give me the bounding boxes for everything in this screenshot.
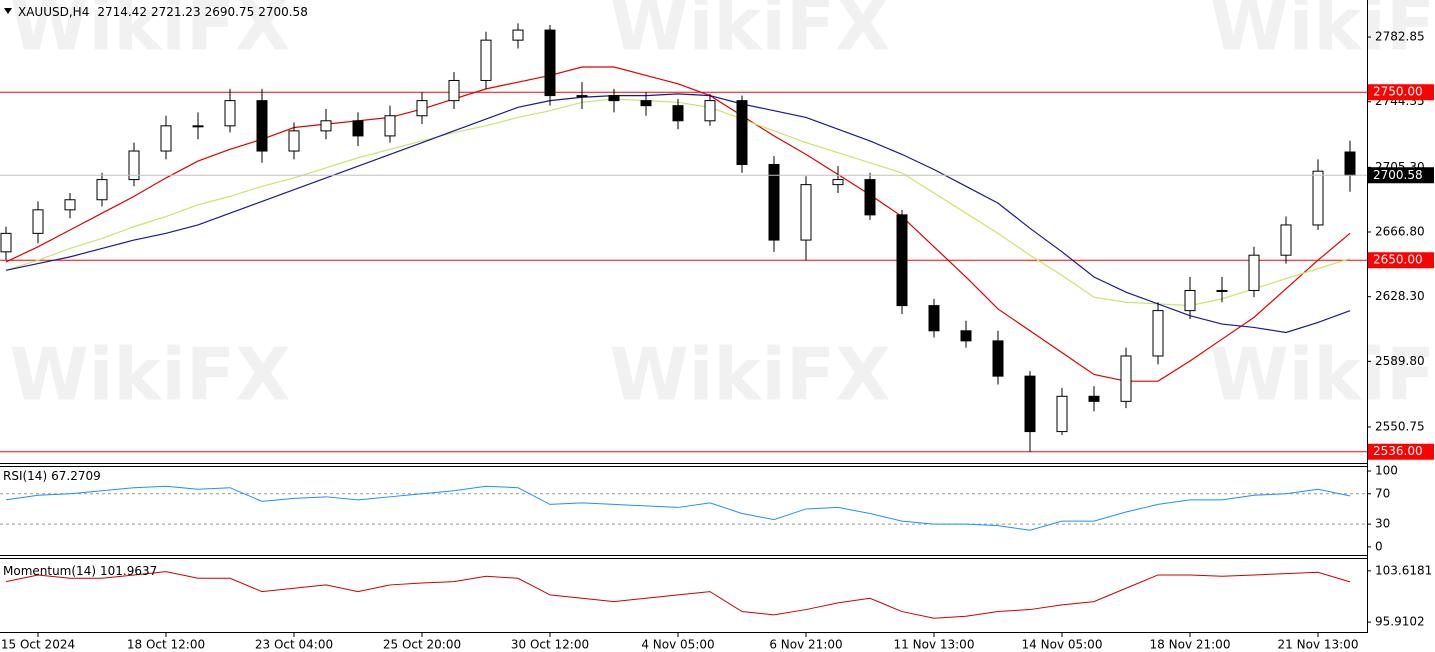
candle-body bbox=[448, 79, 460, 102]
watermark: WikiFX bbox=[609, 0, 890, 67]
candle-body bbox=[224, 100, 236, 127]
y-tick-label: 0 bbox=[1375, 539, 1383, 553]
candle-body bbox=[672, 105, 684, 122]
candle-body bbox=[704, 100, 716, 122]
current-price-box bbox=[1368, 167, 1434, 184]
candle-body bbox=[320, 120, 332, 132]
y-tick-label: 30 bbox=[1375, 517, 1390, 531]
candle-body bbox=[0, 232, 12, 253]
candle-body bbox=[352, 120, 364, 137]
candle-body bbox=[960, 330, 972, 342]
candle-body bbox=[576, 95, 588, 98]
x-tick-label: 15 Oct 2024 bbox=[1, 638, 75, 652]
x-tick-label: 30 Oct 12:00 bbox=[511, 638, 589, 652]
candle-body bbox=[1088, 395, 1100, 402]
candle-body bbox=[64, 199, 76, 211]
chart-header: XAUUSD,H4 2714.42 2721.23 2690.75 2700.58 bbox=[18, 5, 308, 19]
candle-body bbox=[800, 184, 812, 241]
candle-body bbox=[1120, 355, 1132, 402]
indicator-line bbox=[5, 571, 1351, 619]
candle-body bbox=[736, 100, 748, 165]
candle-body bbox=[928, 305, 940, 332]
level-label-box bbox=[1368, 443, 1434, 460]
rsi-value: 67.2709 bbox=[51, 469, 101, 483]
momentum-title: Momentum(14) bbox=[3, 564, 96, 578]
last-close: 2700.58 bbox=[258, 5, 308, 19]
y-tick-label: 2666.80 bbox=[1375, 225, 1425, 239]
x-tick-label: 25 Oct 20:00 bbox=[383, 638, 461, 652]
moving-average bbox=[5, 93, 1351, 334]
candle-body bbox=[608, 95, 620, 102]
level-label-box bbox=[1368, 84, 1434, 101]
last-high: 2721.23 bbox=[151, 5, 201, 19]
rsi-title: RSI(14) bbox=[3, 469, 47, 483]
candle-body bbox=[1056, 395, 1068, 433]
candle-body bbox=[1248, 254, 1260, 291]
level-label: 2536.00 bbox=[1373, 444, 1423, 458]
candle-body bbox=[512, 29, 524, 41]
candle-body bbox=[256, 100, 268, 152]
symbol-title: XAUUSD,H4 bbox=[18, 5, 89, 19]
candle-body bbox=[992, 340, 1004, 377]
y-tick-label: 2550.75 bbox=[1375, 419, 1425, 433]
candle-body bbox=[832, 179, 844, 186]
y-tick-label: 100 bbox=[1375, 464, 1398, 478]
candle-body bbox=[768, 163, 780, 241]
momentum-value: 101.9637 bbox=[100, 564, 157, 578]
candle-body bbox=[1024, 375, 1036, 433]
candle-body bbox=[1152, 310, 1164, 357]
indicator-line bbox=[5, 485, 1351, 531]
candle-body bbox=[864, 179, 876, 216]
x-tick-label: 23 Oct 04:00 bbox=[255, 638, 333, 652]
candle-body bbox=[192, 125, 204, 128]
candle-body bbox=[160, 125, 172, 152]
y-tick-label: 103.6181 bbox=[1375, 563, 1432, 577]
current-price-label: 2700.58 bbox=[1373, 168, 1423, 182]
candle-body bbox=[640, 100, 652, 107]
x-tick-label: 18 Nov 21:00 bbox=[1150, 638, 1231, 652]
candle-body bbox=[1344, 151, 1356, 176]
x-tick-label: 18 Oct 12:00 bbox=[127, 638, 205, 652]
y-tick-label: 95.9102 bbox=[1375, 615, 1425, 629]
candle-body bbox=[480, 39, 492, 81]
plot-area: 2782.852744.352705.302666.802628.302589.… bbox=[0, 23, 1434, 652]
y-tick-label: 2589.80 bbox=[1375, 354, 1425, 368]
candle-body bbox=[128, 150, 140, 181]
candle-body bbox=[1216, 289, 1228, 292]
candle-body bbox=[416, 100, 428, 117]
level-label: 2750.00 bbox=[1373, 85, 1423, 99]
candle-body bbox=[32, 209, 44, 234]
watermark: WikiFX bbox=[9, 0, 290, 67]
candle-body bbox=[288, 130, 300, 152]
watermark: WikiFX bbox=[609, 333, 890, 417]
momentum-header: Momentum(14) 101.9637 bbox=[3, 564, 157, 578]
level-label-box bbox=[1368, 252, 1434, 269]
y-tick-label: 2782.85 bbox=[1375, 30, 1425, 44]
watermarks: WikiFX WikiFX WikiFX WikiFX WikiFX WikiFX bbox=[9, 0, 1435, 417]
y-tick-label: 2628.30 bbox=[1375, 289, 1425, 303]
candle-body bbox=[896, 214, 908, 307]
x-tick-label: 6 Nov 21:00 bbox=[769, 638, 842, 652]
watermark: WikiFX bbox=[9, 333, 290, 417]
candle-body bbox=[96, 179, 108, 201]
candle-body bbox=[544, 29, 556, 97]
symbol-menu-icon[interactable] bbox=[4, 8, 12, 14]
rsi-header: RSI(14) 67.2709 bbox=[3, 469, 101, 483]
level-label: 2650.00 bbox=[1373, 253, 1423, 267]
watermark: WikiFX bbox=[1209, 0, 1435, 67]
x-tick-label: 21 Nov 13:00 bbox=[1278, 638, 1359, 652]
last-low: 2690.75 bbox=[205, 5, 255, 19]
x-tick-label: 4 Nov 05:00 bbox=[641, 638, 714, 652]
candle-body bbox=[384, 115, 396, 137]
candle-body bbox=[1184, 289, 1196, 312]
watermark: WikiFX bbox=[1209, 333, 1435, 417]
x-tick-label: 14 Nov 05:00 bbox=[1022, 638, 1103, 652]
candle-body bbox=[1280, 224, 1292, 256]
y-tick-label: 70 bbox=[1375, 486, 1390, 500]
candle-body bbox=[1312, 170, 1324, 226]
last-open: 2714.42 bbox=[97, 5, 147, 19]
x-tick-label: 11 Nov 13:00 bbox=[894, 638, 975, 652]
